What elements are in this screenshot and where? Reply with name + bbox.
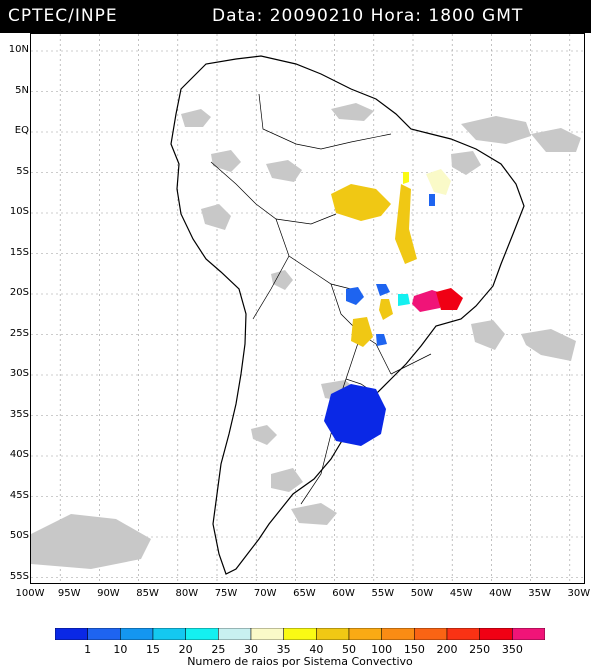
legend-tick-label: 1	[84, 643, 92, 656]
legend-tick-label: 35	[276, 643, 291, 656]
lat-label: 15S	[9, 246, 29, 258]
legend-tick-label: 40	[309, 643, 324, 656]
lon-label: 75W	[214, 588, 238, 599]
lon-label: 45W	[449, 588, 473, 599]
legend-swatch	[152, 628, 186, 640]
lon-label: 90W	[97, 588, 120, 599]
lon-label: 65W	[293, 588, 316, 599]
cloud-cover	[31, 103, 581, 569]
legend-tick-label: 30	[244, 643, 258, 656]
legend-swatch	[446, 628, 480, 640]
legend-swatch	[381, 628, 415, 640]
lat-label: 45S	[9, 489, 29, 501]
lon-label: 40W	[489, 588, 512, 599]
lat-label: EQ	[14, 125, 29, 136]
lat-label: 10S	[9, 206, 29, 217]
south-america-outline	[170, 55, 525, 575]
lon-label: 80W	[175, 588, 199, 599]
legend-swatch	[512, 628, 545, 640]
legend-tick-label: 20	[178, 643, 193, 656]
lightning-map	[30, 33, 585, 584]
legend-tick-label: 25	[211, 643, 226, 656]
legend-swatch	[250, 628, 284, 640]
lat-label: 40S	[9, 449, 29, 460]
legend-swatch	[120, 628, 154, 640]
datetime-label: Data: 20090210 Hora: 1800 GMT	[212, 6, 524, 26]
lat-lon-grid	[31, 34, 584, 583]
lon-label: 85W	[136, 588, 159, 599]
legend-tick-label: 250	[469, 643, 491, 656]
legend-tick-label: 350	[501, 643, 523, 656]
lat-label: 30S	[9, 368, 29, 379]
map-header: CPTEC/INPE Data: 20090210 Hora: 1800 GMT	[0, 0, 591, 33]
legend-tick-label: 10	[113, 643, 128, 656]
legend-swatch	[185, 628, 219, 640]
legend-tick-label: 150	[403, 643, 425, 656]
color-scale-bar	[55, 628, 545, 640]
lat-label: 25S	[9, 327, 29, 339]
lon-label: 55W	[371, 588, 395, 599]
legend-swatch	[87, 628, 121, 640]
lon-label: 60W	[332, 588, 355, 599]
lon-label: 100W	[15, 588, 45, 599]
legend-swatch	[283, 628, 317, 640]
lat-label: 55S	[9, 570, 29, 582]
lightning-cells	[324, 169, 463, 446]
lat-label: 10N	[8, 44, 29, 55]
legend-tick-label: 200	[436, 643, 458, 656]
lon-label: 95W	[57, 588, 81, 599]
source-label: CPTEC/INPE	[8, 6, 118, 26]
lon-label: 50W	[410, 588, 434, 599]
legend-swatch	[479, 628, 513, 640]
lat-label: 5N	[15, 84, 29, 96]
lon-label: 35W	[528, 588, 551, 599]
legend-swatch	[348, 628, 382, 640]
lat-label: 50S	[9, 530, 29, 541]
legend-tick-label: 15	[146, 643, 160, 656]
lat-label: 5S	[16, 165, 29, 177]
legend-tick-label: 50	[342, 643, 356, 656]
lat-label: 20S	[9, 287, 29, 298]
legend-swatch	[218, 628, 252, 640]
lon-label: 30W	[567, 588, 591, 599]
legend-swatch	[414, 628, 448, 640]
lon-label: 70W	[253, 588, 277, 599]
legend-tick-label: 100	[371, 643, 393, 656]
legend-title: Numero de raios por Sistema Convectivo	[187, 655, 413, 668]
legend-swatch	[316, 628, 350, 640]
legend-swatch	[55, 628, 88, 640]
lat-label: 35S	[9, 408, 29, 420]
